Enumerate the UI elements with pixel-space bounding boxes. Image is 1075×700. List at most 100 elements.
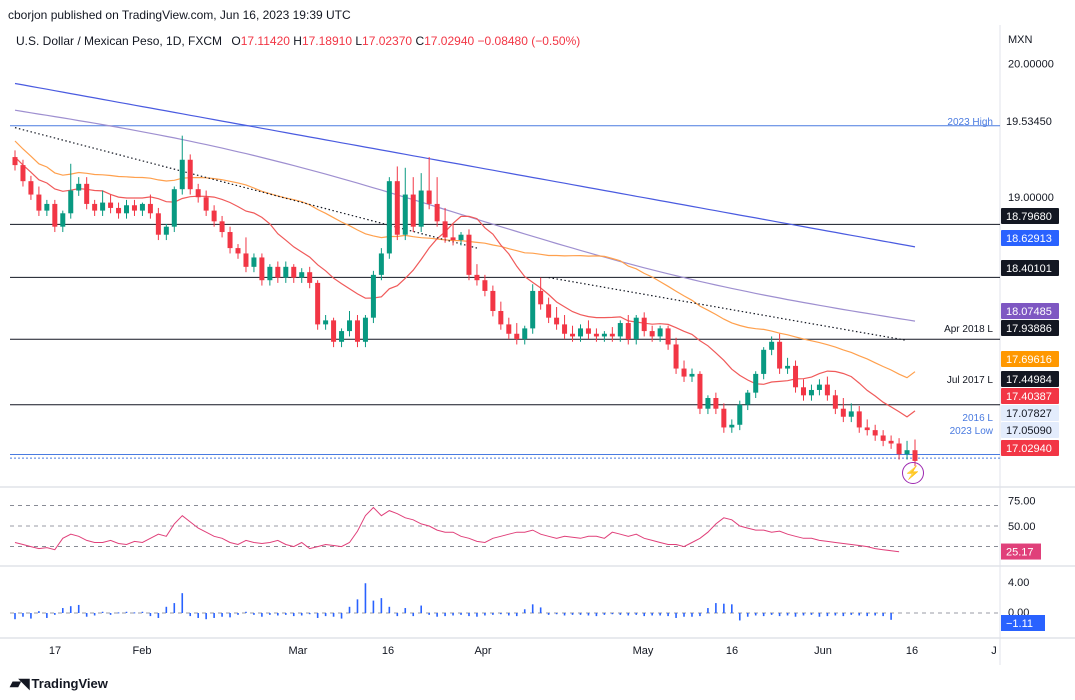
candle-body <box>880 435 886 441</box>
histogram-bar <box>794 613 797 617</box>
level-tag: Jul 2017 L <box>947 375 994 386</box>
candle-body <box>753 373 759 393</box>
candle-body <box>689 373 695 377</box>
candle-body <box>601 333 607 337</box>
candle-body <box>354 320 360 342</box>
histogram-bar <box>492 613 494 615</box>
histogram-bar <box>571 613 574 615</box>
candle-body <box>856 411 862 428</box>
histogram-bar <box>396 613 399 617</box>
candle-body <box>777 341 783 369</box>
candle-body <box>570 333 576 337</box>
histogram-bar <box>404 608 407 613</box>
histogram-bar <box>818 613 821 617</box>
rsi-tick-label: 75.00 <box>1008 495 1036 507</box>
price-badge <box>1001 303 1059 319</box>
histogram-bar <box>523 609 526 613</box>
histogram-bar <box>611 613 614 615</box>
price-badge-label: 17.44984 <box>1006 374 1052 386</box>
low-value: 17.02370 <box>362 34 413 48</box>
candle-body <box>362 317 368 342</box>
histogram-bar <box>651 613 653 616</box>
tradingview-brand: TradingView <box>31 676 108 691</box>
candle-body <box>538 290 544 305</box>
histogram-bar <box>54 613 56 615</box>
time-tick-label: 16 <box>382 645 394 657</box>
histogram-bar <box>300 613 303 616</box>
histogram-bar <box>778 613 781 617</box>
histogram-bar <box>770 613 773 615</box>
histogram-bar <box>547 613 550 615</box>
histogram-bar <box>348 606 351 613</box>
candle-body <box>896 443 902 455</box>
open-label: O <box>231 34 241 48</box>
candle-body <box>800 387 806 396</box>
symbol-name[interactable]: U.S. Dollar / Mexican Peso, 1D, FXCM <box>16 34 223 48</box>
lightning-event-icon[interactable]: ⚡ <box>902 462 924 484</box>
ma100-line <box>14 109 916 322</box>
candle-body <box>402 194 408 235</box>
rsi-badge-label: 25.17 <box>1006 547 1034 559</box>
candle-body <box>12 157 18 166</box>
histogram-bar <box>149 613 152 617</box>
candle-body <box>394 181 400 235</box>
price-badge-label: 18.62913 <box>1006 233 1052 245</box>
histogram-bar <box>842 613 845 617</box>
price-badge <box>1001 260 1059 276</box>
level-tag: 2016 L <box>962 413 993 424</box>
histogram-bar <box>515 613 518 617</box>
candle-body <box>44 203 50 211</box>
histogram-bar <box>619 613 622 615</box>
candle-body <box>259 257 265 281</box>
histogram-bar <box>643 613 646 617</box>
price-badge <box>1001 351 1059 367</box>
candle-body <box>195 189 201 198</box>
histogram-bar <box>22 613 24 617</box>
candle-body <box>331 320 337 342</box>
candle-body <box>625 323 631 340</box>
price-badge <box>1001 440 1059 456</box>
candle-body <box>864 427 870 431</box>
candle-body <box>498 311 504 325</box>
symbol-legend: U.S. Dollar / Mexican Peso, 1D, FXCM O 17… <box>16 34 580 48</box>
candle-body <box>116 207 122 214</box>
candle-body <box>426 190 432 204</box>
candle-body <box>450 237 456 241</box>
candle-body <box>490 290 496 311</box>
histogram-bar <box>205 613 207 620</box>
time-tick-label: Jun <box>814 645 832 657</box>
currency-label[interactable]: MXN <box>1008 34 1033 46</box>
candle-body <box>187 159 193 190</box>
histogram-bar <box>691 613 693 617</box>
price-badge-label: 17.40387 <box>1006 391 1052 403</box>
candle-body <box>593 333 599 337</box>
histogram-bar <box>579 613 582 615</box>
candle-body <box>171 189 177 227</box>
histogram-bar <box>245 611 247 613</box>
histogram-bar <box>308 613 311 615</box>
candle-body <box>275 266 281 278</box>
price-tick-label: 20.00000 <box>1008 58 1054 70</box>
candle-body <box>737 404 743 425</box>
histogram-bar <box>874 613 876 616</box>
histogram-bar <box>428 613 430 615</box>
histogram-bar <box>866 613 869 617</box>
candle-body <box>251 257 257 267</box>
histogram-bar <box>460 613 462 615</box>
histogram-bar <box>269 613 271 615</box>
histogram-bar <box>890 613 892 620</box>
candle-body <box>562 324 568 334</box>
histogram-bar <box>85 613 88 617</box>
candle-body <box>816 384 822 390</box>
candle-body <box>219 221 225 233</box>
histogram-bar <box>197 613 199 618</box>
histogram-bar <box>157 613 160 618</box>
histogram-bar <box>508 613 510 616</box>
histogram-bar <box>261 613 263 617</box>
histogram-bar <box>93 613 96 616</box>
level-tag: Apr 2018 L <box>944 324 993 335</box>
histogram-bar <box>284 613 287 615</box>
candle-body <box>458 234 464 241</box>
time-tick-label: Apr <box>474 645 491 657</box>
